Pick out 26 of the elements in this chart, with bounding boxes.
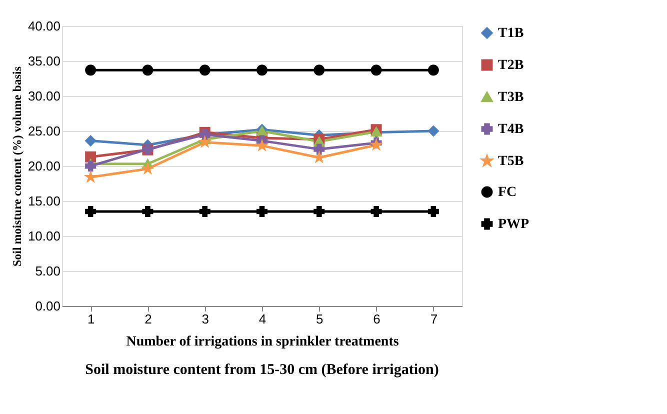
y-tick-label: 25.00 <box>28 124 60 138</box>
y-tick-label: 20.00 <box>28 158 60 174</box>
y-tick-label: 0.00 <box>35 298 60 314</box>
x-axis-title: Number of irrigations in sprinkler treatments <box>126 334 400 350</box>
x-tick-label: 6 <box>373 312 380 326</box>
legend-label: T5B <box>498 154 524 169</box>
y-tick-label: 30.00 <box>28 88 60 104</box>
legend-label: FC <box>498 185 517 200</box>
y-tick-label: 10.00 <box>28 228 60 244</box>
legend-label: T2B <box>498 58 524 73</box>
legend-label: T3B <box>498 90 524 105</box>
x-tick-label: 3 <box>202 312 209 326</box>
x-tick-label: 4 <box>258 312 266 326</box>
y-tick-label: 35.00 <box>28 54 60 68</box>
y-axis-title: Soil moisture content (%) volume basis <box>10 66 24 267</box>
x-tick-label: 5 <box>316 312 324 326</box>
y-tick-label: 15.00 <box>28 194 60 208</box>
text: Soil moisture content from 15-30 cm (Before irrigation) <box>85 362 439 378</box>
x-tick-label: 2 <box>144 312 152 326</box>
legend-label: T4B <box>498 122 524 137</box>
y-tick-label: 40.00 <box>28 18 60 34</box>
legend-label: T1B <box>498 26 524 41</box>
y-tick-label: 5.00 <box>35 264 60 278</box>
legend-label: PWP <box>498 217 530 232</box>
x-tick-label: 7 <box>430 312 438 326</box>
x-tick-label: 1 <box>87 312 95 326</box>
